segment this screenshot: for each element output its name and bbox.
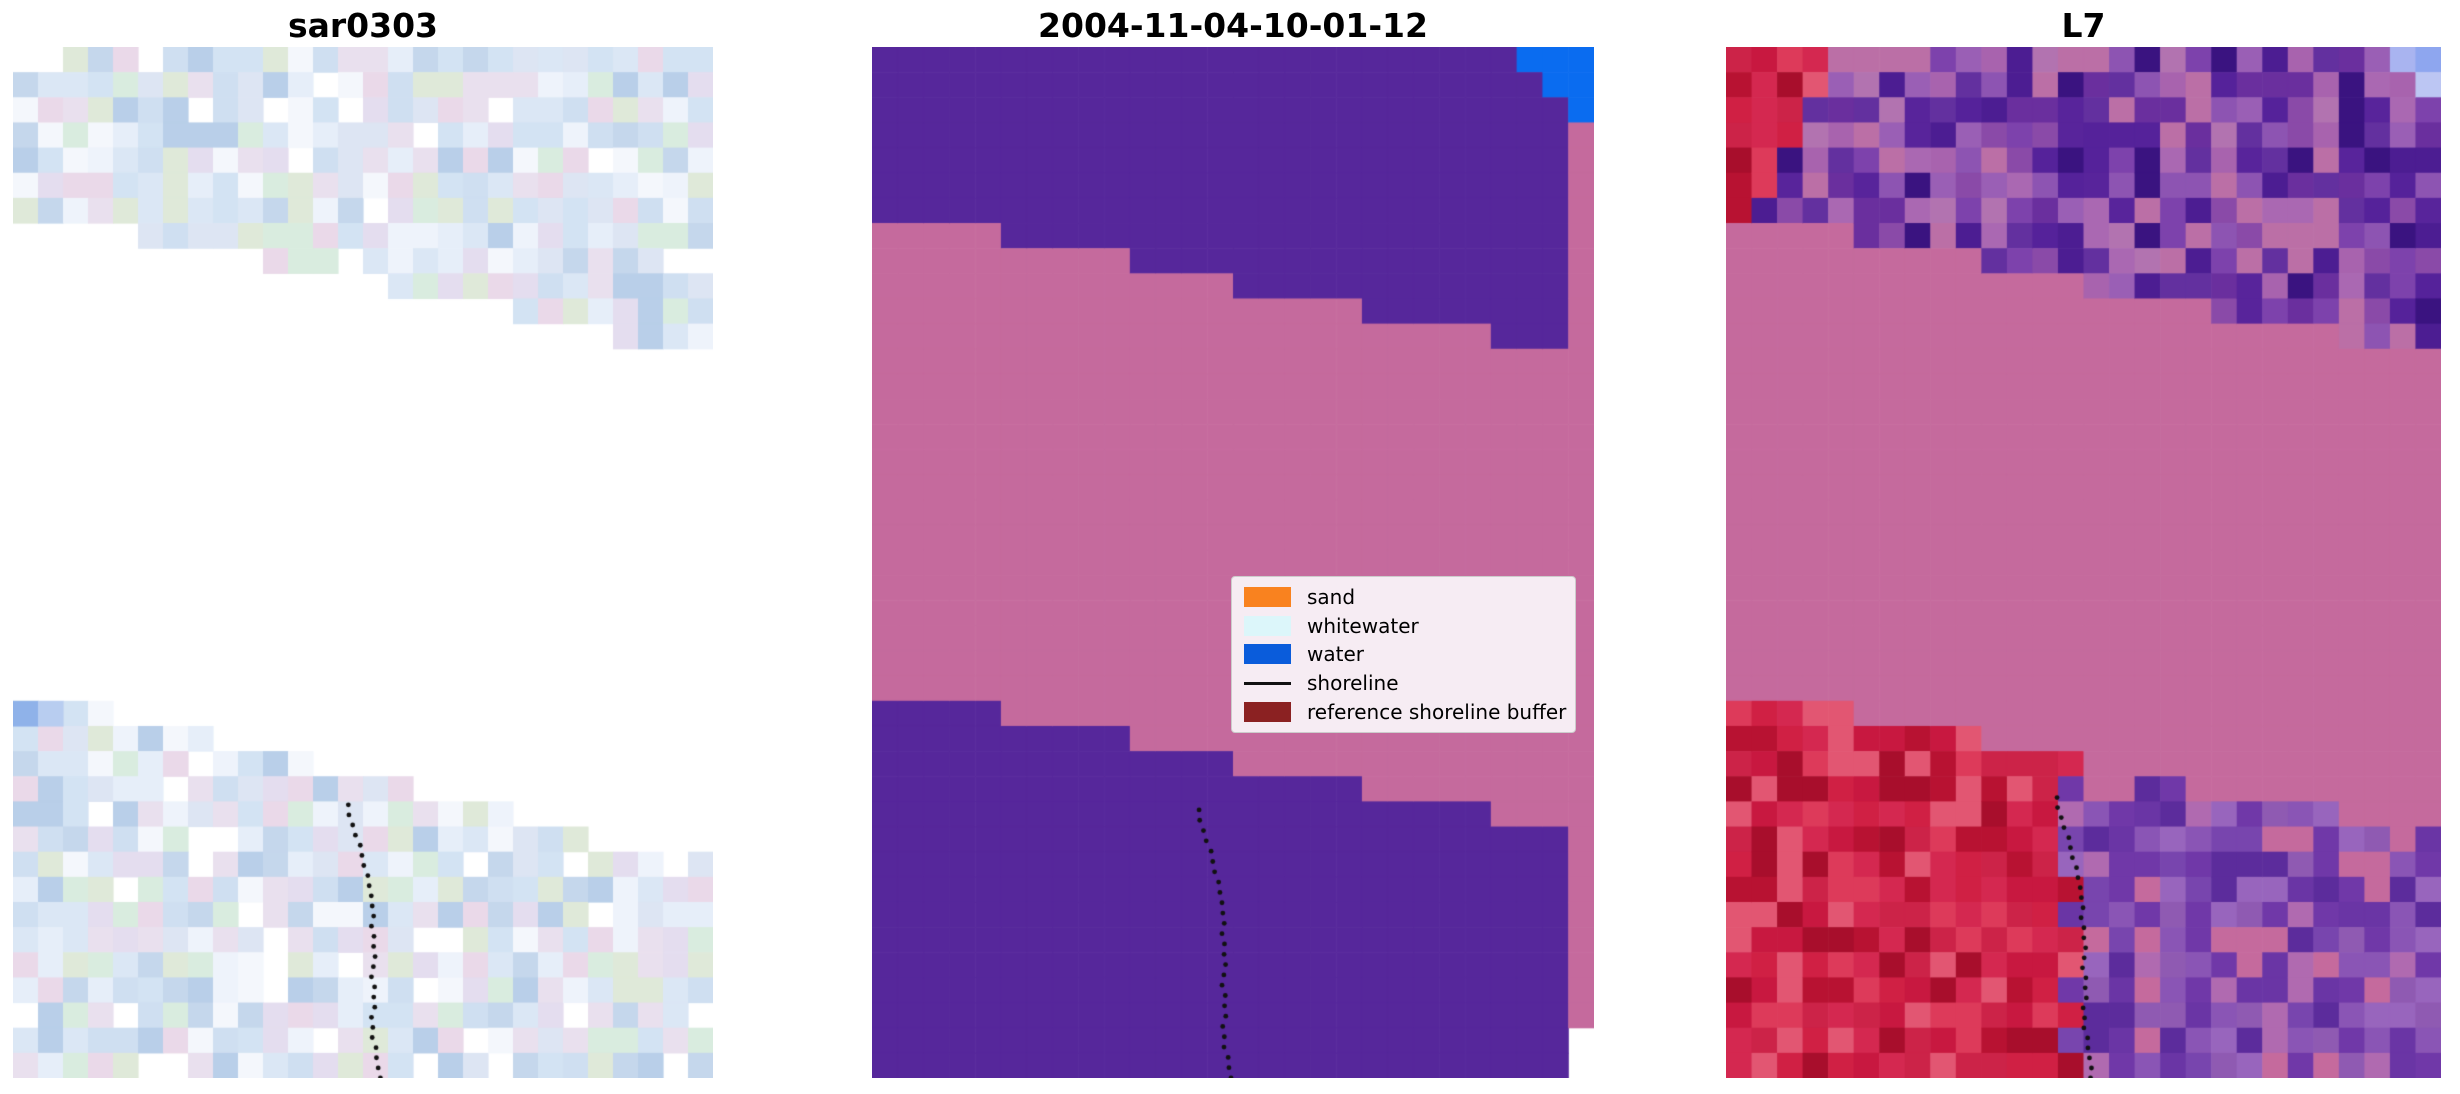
- l7-image-wrap: [1726, 47, 2441, 1078]
- sar-image: [13, 47, 713, 1078]
- l7-image: [1726, 47, 2441, 1078]
- legend-label-whitewater: whitewater: [1307, 613, 1419, 638]
- legend-label-water: water: [1307, 642, 1364, 667]
- water-swatch: [1244, 644, 1291, 665]
- panel-title-classified-map: 2004-11-04-10-01-12: [1038, 6, 1428, 45]
- legend: sand whitewater water shoreline referenc…: [1231, 576, 1576, 733]
- classified-map-image: [872, 47, 1594, 1078]
- legend-label-shoreline: shoreline: [1307, 671, 1399, 696]
- legend-label-reference-shoreline-buffer: reference shoreline buffer: [1307, 699, 1567, 724]
- sand-swatch: [1244, 587, 1291, 608]
- panel-title-sar0303: sar0303: [287, 6, 439, 45]
- whitewater-swatch: [1244, 615, 1291, 636]
- legend-item-water: water: [1244, 642, 1563, 666]
- sar-image-wrap: [13, 47, 713, 1078]
- legend-label-sand: sand: [1307, 585, 1356, 610]
- classified-map-wrap: sand whitewater water shoreline referenc…: [872, 47, 1594, 1078]
- panel-l7: L7: [1726, 5, 2441, 1078]
- shoreline-line-swatch: [1244, 681, 1291, 685]
- legend-item-sand: sand: [1244, 585, 1563, 609]
- legend-item-shoreline: shoreline: [1244, 671, 1563, 695]
- panel-sar0303: sar0303: [13, 5, 713, 1078]
- panel-classified-map: 2004-11-04-10-01-12 sand whitewater wate…: [872, 5, 1594, 1078]
- panel-title-l7: L7: [2061, 6, 2106, 45]
- reference-shoreline-buffer-swatch: [1244, 701, 1291, 722]
- legend-item-whitewater: whitewater: [1244, 614, 1563, 638]
- legend-item-reference-shoreline-buffer: reference shoreline buffer: [1244, 699, 1567, 724]
